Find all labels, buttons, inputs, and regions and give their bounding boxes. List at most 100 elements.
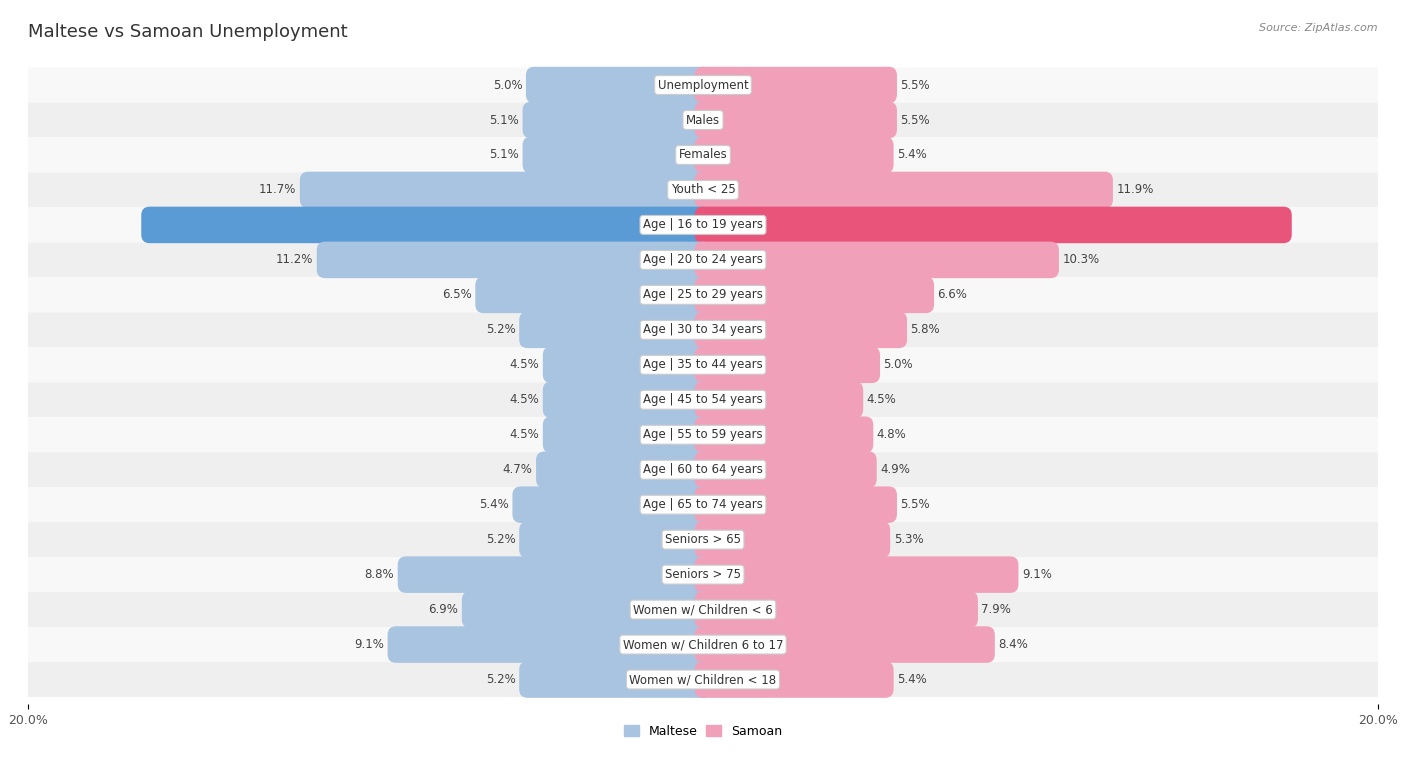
FancyBboxPatch shape (695, 241, 1059, 278)
FancyBboxPatch shape (543, 416, 711, 453)
Text: Source: ZipAtlas.com: Source: ZipAtlas.com (1260, 23, 1378, 33)
Text: 5.4%: 5.4% (897, 673, 927, 686)
Text: 4.7%: 4.7% (503, 463, 533, 476)
Text: 4.5%: 4.5% (866, 394, 897, 407)
Text: Age | 20 to 24 years: Age | 20 to 24 years (643, 254, 763, 266)
Text: 9.1%: 9.1% (1022, 568, 1052, 581)
FancyBboxPatch shape (28, 592, 1378, 627)
FancyBboxPatch shape (695, 662, 894, 698)
Text: Maltese vs Samoan Unemployment: Maltese vs Samoan Unemployment (28, 23, 347, 41)
FancyBboxPatch shape (695, 172, 1114, 208)
FancyBboxPatch shape (695, 207, 1292, 243)
FancyBboxPatch shape (695, 312, 907, 348)
Text: Age | 65 to 74 years: Age | 65 to 74 years (643, 498, 763, 511)
Text: 16.4%: 16.4% (652, 219, 689, 232)
FancyBboxPatch shape (519, 312, 711, 348)
FancyBboxPatch shape (28, 382, 1378, 417)
FancyBboxPatch shape (543, 347, 711, 383)
FancyBboxPatch shape (695, 276, 934, 313)
Text: 4.8%: 4.8% (877, 428, 907, 441)
FancyBboxPatch shape (695, 522, 890, 558)
FancyBboxPatch shape (28, 242, 1378, 277)
FancyBboxPatch shape (695, 347, 880, 383)
FancyBboxPatch shape (388, 626, 711, 663)
Text: 10.3%: 10.3% (1063, 254, 1099, 266)
Text: Age | 25 to 29 years: Age | 25 to 29 years (643, 288, 763, 301)
Text: Seniors > 65: Seniors > 65 (665, 533, 741, 546)
FancyBboxPatch shape (316, 241, 711, 278)
FancyBboxPatch shape (28, 277, 1378, 313)
Text: 11.2%: 11.2% (276, 254, 314, 266)
Text: 5.5%: 5.5% (900, 114, 929, 126)
Text: 5.2%: 5.2% (486, 533, 516, 546)
Text: 6.6%: 6.6% (938, 288, 967, 301)
FancyBboxPatch shape (526, 67, 711, 103)
Text: Females: Females (679, 148, 727, 161)
Text: 5.1%: 5.1% (489, 148, 519, 161)
FancyBboxPatch shape (141, 207, 711, 243)
Text: Women w/ Children < 18: Women w/ Children < 18 (630, 673, 776, 686)
FancyBboxPatch shape (28, 173, 1378, 207)
Text: Seniors > 75: Seniors > 75 (665, 568, 741, 581)
FancyBboxPatch shape (461, 591, 711, 628)
Text: 17.2%: 17.2% (717, 219, 754, 232)
Text: 7.9%: 7.9% (981, 603, 1011, 616)
FancyBboxPatch shape (523, 137, 711, 173)
FancyBboxPatch shape (28, 662, 1378, 697)
FancyBboxPatch shape (28, 417, 1378, 452)
Text: 5.2%: 5.2% (486, 673, 516, 686)
FancyBboxPatch shape (28, 207, 1378, 242)
Text: 5.0%: 5.0% (494, 79, 523, 92)
FancyBboxPatch shape (695, 101, 897, 139)
Text: 4.5%: 4.5% (509, 394, 540, 407)
Text: 11.7%: 11.7% (259, 183, 297, 197)
FancyBboxPatch shape (695, 137, 894, 173)
Text: Youth < 25: Youth < 25 (671, 183, 735, 197)
Text: 4.9%: 4.9% (880, 463, 910, 476)
FancyBboxPatch shape (695, 416, 873, 453)
FancyBboxPatch shape (695, 556, 1018, 593)
FancyBboxPatch shape (28, 452, 1378, 488)
Text: Age | 55 to 59 years: Age | 55 to 59 years (643, 428, 763, 441)
Text: 5.8%: 5.8% (911, 323, 941, 336)
Text: Women w/ Children < 6: Women w/ Children < 6 (633, 603, 773, 616)
Text: 4.5%: 4.5% (509, 428, 540, 441)
Legend: Maltese, Samoan: Maltese, Samoan (619, 720, 787, 743)
FancyBboxPatch shape (398, 556, 711, 593)
Text: 6.9%: 6.9% (429, 603, 458, 616)
Text: 11.9%: 11.9% (1116, 183, 1154, 197)
FancyBboxPatch shape (512, 487, 711, 523)
Text: 8.4%: 8.4% (998, 638, 1028, 651)
FancyBboxPatch shape (28, 627, 1378, 662)
Text: 4.5%: 4.5% (509, 358, 540, 371)
FancyBboxPatch shape (695, 591, 979, 628)
Text: Unemployment: Unemployment (658, 79, 748, 92)
FancyBboxPatch shape (475, 276, 711, 313)
Text: 8.8%: 8.8% (364, 568, 394, 581)
Text: Age | 60 to 64 years: Age | 60 to 64 years (643, 463, 763, 476)
FancyBboxPatch shape (28, 347, 1378, 382)
FancyBboxPatch shape (695, 487, 897, 523)
FancyBboxPatch shape (28, 313, 1378, 347)
Text: Women w/ Children 6 to 17: Women w/ Children 6 to 17 (623, 638, 783, 651)
FancyBboxPatch shape (695, 451, 877, 488)
FancyBboxPatch shape (28, 138, 1378, 173)
Text: Age | 16 to 19 years: Age | 16 to 19 years (643, 219, 763, 232)
FancyBboxPatch shape (543, 382, 711, 418)
Text: Age | 45 to 54 years: Age | 45 to 54 years (643, 394, 763, 407)
Text: 5.3%: 5.3% (894, 533, 924, 546)
Text: 5.4%: 5.4% (897, 148, 927, 161)
Text: Age | 35 to 44 years: Age | 35 to 44 years (643, 358, 763, 371)
FancyBboxPatch shape (299, 172, 711, 208)
Text: 9.1%: 9.1% (354, 638, 384, 651)
Text: 6.5%: 6.5% (441, 288, 472, 301)
Text: 5.1%: 5.1% (489, 114, 519, 126)
Text: 5.5%: 5.5% (900, 498, 929, 511)
Text: Age | 30 to 34 years: Age | 30 to 34 years (643, 323, 763, 336)
FancyBboxPatch shape (28, 67, 1378, 102)
FancyBboxPatch shape (28, 102, 1378, 138)
FancyBboxPatch shape (523, 101, 711, 139)
Text: 5.2%: 5.2% (486, 323, 516, 336)
FancyBboxPatch shape (28, 557, 1378, 592)
FancyBboxPatch shape (28, 488, 1378, 522)
